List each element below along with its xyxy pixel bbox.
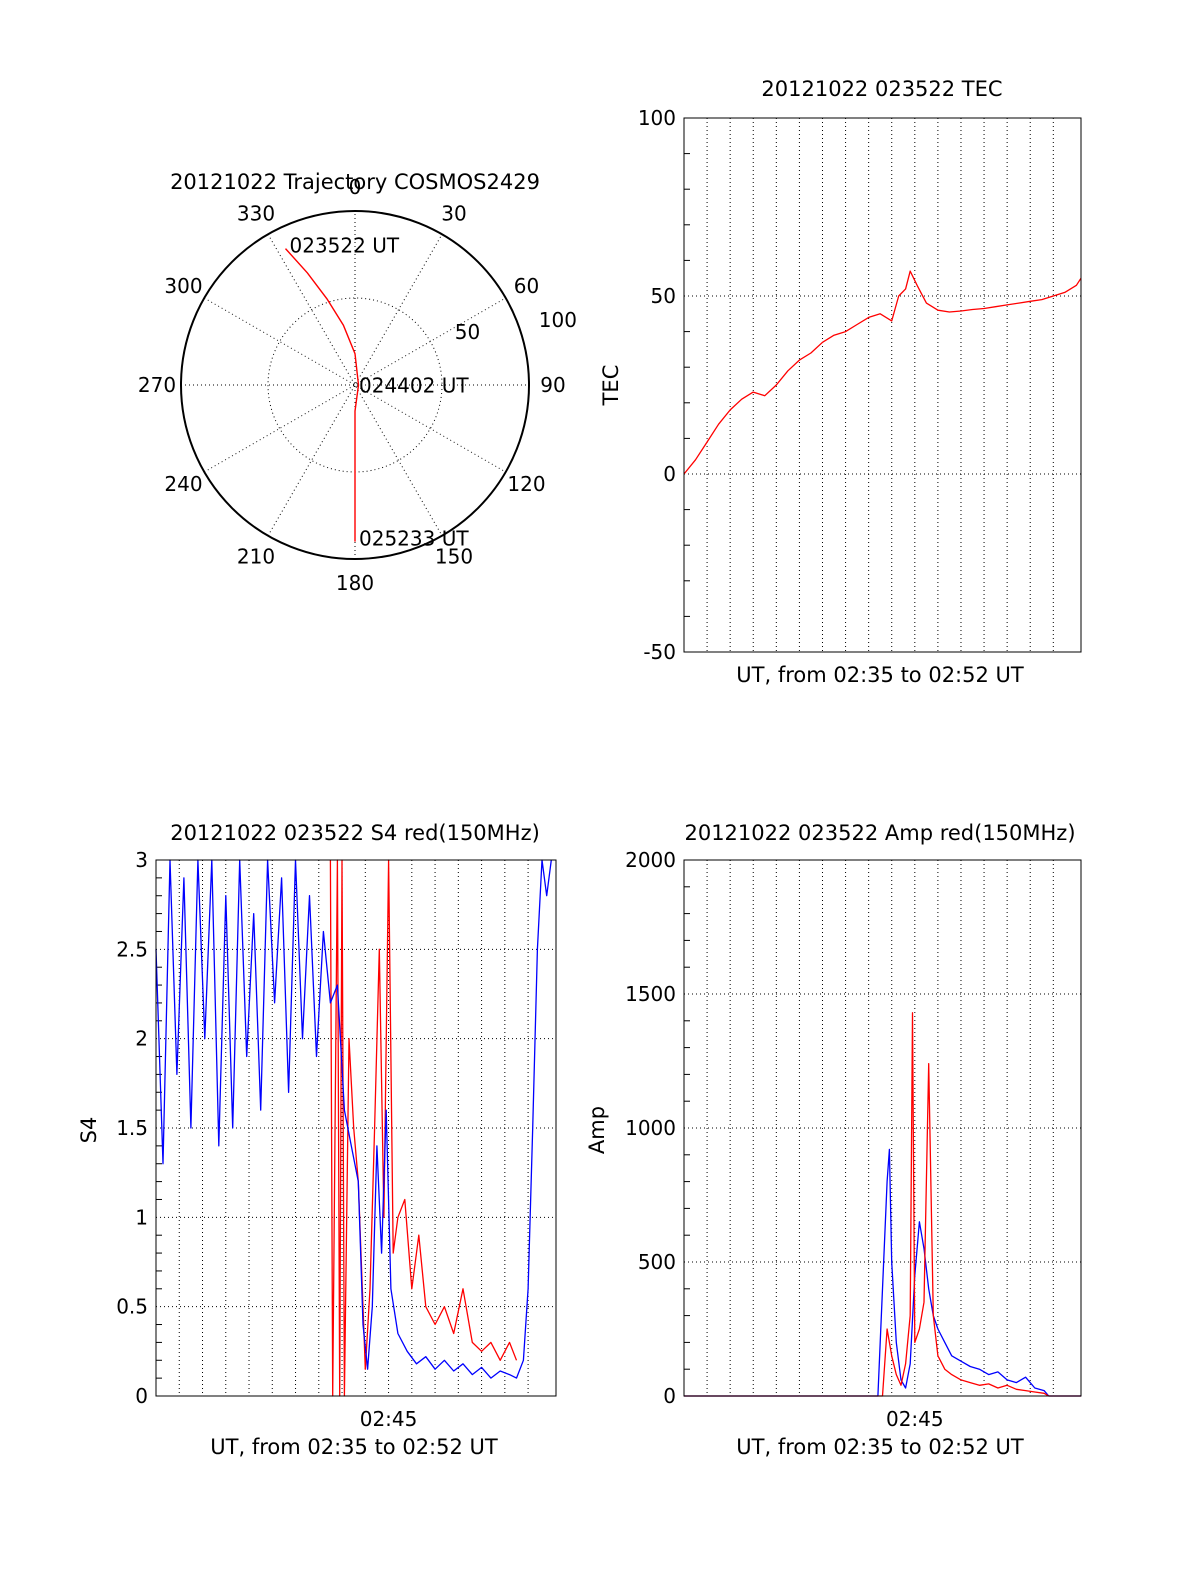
amp-series-line-1	[684, 1012, 1081, 1397]
trajectory-polar-panel: 20121022 Trajectory COSMOS2429 0 30 60 90 12…	[138, 170, 577, 595]
s4-y-tick-label: 1	[135, 1205, 148, 1229]
polar-trajectory-series	[284, 248, 360, 542]
s4-title: 20121022 023522 S4 red(150MHz)	[170, 821, 540, 845]
polar-angle-label: 150	[435, 544, 473, 568]
s4-y-ticks: 0 0.5 1 1.5 2 2.5 3	[116, 848, 148, 1408]
tec-series-line-0	[683, 270, 1082, 475]
amp-y-ticks: 0 500 1000 1500 2000	[625, 848, 676, 1408]
tec-series	[683, 270, 1082, 475]
polar-angle-label: 60	[514, 274, 539, 298]
tec-y-ticks: -50 0 50 100	[638, 106, 676, 664]
polar-angle-label: 120	[507, 472, 545, 496]
s4-ylabel: S4	[77, 1117, 101, 1144]
polar-angle-label: 270	[138, 373, 176, 397]
polar-angle-label: 0	[349, 175, 362, 199]
tec-plot-frame	[683, 117, 1082, 653]
s4-panel: 20121022 023522 S4 red(150MHz) 0 0.5 1 1.5 2…	[77, 821, 557, 1459]
tec-y-tick-label: -50	[643, 640, 676, 664]
amp-y-tick-label: 500	[638, 1250, 676, 1274]
polar-angle-label: 300	[164, 274, 202, 298]
polar-angle-label: 330	[237, 202, 275, 226]
amp-y-tick-label: 0	[663, 1384, 676, 1408]
s4-y-tick-label: 2	[135, 1027, 148, 1051]
tec-y-tick-label: 50	[651, 284, 676, 308]
polar-radial-labels: 50 100	[455, 308, 577, 344]
amp-series-line-0	[684, 1148, 1081, 1397]
polar-angle-label: 210	[237, 544, 275, 568]
polar-angle-label: 30	[441, 202, 466, 226]
polar-annotations: 023522 UT 024402 UT 025233 UT	[289, 234, 469, 551]
s4-x-ticks: 02:45	[360, 1407, 418, 1431]
amp-series	[684, 1012, 1081, 1397]
tec-ylabel: TEC	[599, 365, 623, 407]
s4-xlabel: UT, from 02:35 to 02:52 UT	[210, 1435, 498, 1459]
amp-xlabel: UT, from 02:35 to 02:52 UT	[736, 1435, 1024, 1459]
polar-angle-labels: 0 30 60 90 120 150 180 210 240 270 300 330	[138, 175, 566, 595]
amp-ylabel: Amp	[585, 1106, 609, 1154]
amp-x-tick-label: 02:45	[886, 1407, 944, 1431]
s4-x-tick-label: 02:45	[360, 1407, 418, 1431]
polar-annotation: 023522 UT	[289, 234, 399, 258]
amp-panel: 20121022 023522 Amp red(150MHz) 0 500 1000…	[585, 821, 1082, 1459]
amp-plot-frame	[683, 859, 1082, 1397]
amp-y-tick-label: 1000	[625, 1116, 676, 1140]
tec-panel: 20121022 023522 TEC -50 0 50 100 UT, from 0…	[599, 77, 1082, 687]
s4-y-tick-label: 3	[135, 848, 148, 872]
tec-title: 20121022 023522 TEC	[761, 77, 1002, 101]
tec-y-tick-label: 100	[638, 106, 676, 130]
s4-series-line-1	[155, 859, 552, 1379]
s4-y-tick-label: 0	[135, 1384, 148, 1408]
amp-grid	[684, 859, 1081, 1397]
polar-radial-label: 100	[539, 308, 577, 332]
s4-plot-frame	[155, 859, 557, 1397]
polar-trajectory-line	[284, 248, 360, 542]
s4-series-line-0	[329, 859, 518, 1397]
polar-annotation: 025233 UT	[359, 527, 469, 551]
tec-y-tick-label: 0	[663, 462, 676, 486]
tec-grid	[684, 117, 1081, 653]
polar-radial-label: 50	[455, 320, 480, 344]
amp-y-tick-label: 1500	[625, 982, 676, 1006]
s4-y-tick-label: 0.5	[116, 1295, 148, 1319]
polar-angle-label: 90	[540, 373, 565, 397]
polar-angle-label: 180	[336, 571, 374, 595]
amp-title: 20121022 023522 Amp red(150MHz)	[684, 821, 1075, 845]
s4-y-tick-label: 1.5	[116, 1116, 148, 1140]
amp-y-tick-label: 2000	[625, 848, 676, 872]
s4-grid	[156, 859, 556, 1397]
polar-angle-label: 240	[164, 472, 202, 496]
amp-x-ticks: 02:45	[886, 1407, 944, 1431]
s4-series	[155, 859, 552, 1397]
polar-annotation: 024402 UT	[359, 373, 469, 397]
polar-outer-circle	[180, 210, 530, 560]
trajectory-title: 20121022 Trajectory COSMOS2429	[170, 170, 540, 194]
tec-xlabel: UT, from 02:35 to 02:52 UT	[736, 663, 1024, 687]
s4-y-tick-label: 2.5	[116, 937, 148, 961]
